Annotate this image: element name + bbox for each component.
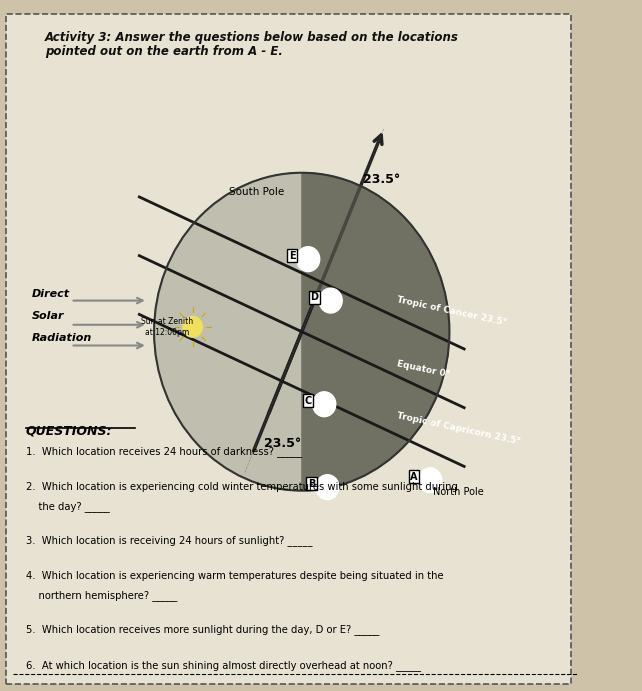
Text: Tropic of Capricorn 23.5°: Tropic of Capricorn 23.5°	[395, 411, 521, 446]
Circle shape	[316, 475, 339, 500]
Text: Radiation: Radiation	[32, 333, 92, 343]
Text: A: A	[410, 472, 418, 482]
Text: Sun at Zenith
at 12:00pm: Sun at Zenith at 12:00pm	[141, 317, 193, 337]
Circle shape	[183, 316, 202, 337]
Text: Equator 0°: Equator 0°	[395, 360, 450, 379]
Text: 4.  Which location is experiencing warm temperatures despite being situated in t: 4. Which location is experiencing warm t…	[26, 571, 444, 580]
Circle shape	[297, 247, 320, 272]
Text: 2.  Which location is experiencing cold winter temperatures with some sunlight d: 2. Which location is experiencing cold w…	[26, 482, 458, 491]
Polygon shape	[154, 173, 302, 491]
Text: 23.5°: 23.5°	[363, 173, 401, 186]
Text: Tropic of Cancer 23.5°: Tropic of Cancer 23.5°	[395, 295, 507, 327]
FancyBboxPatch shape	[6, 14, 571, 684]
Text: South Pole: South Pole	[229, 187, 284, 196]
Circle shape	[319, 288, 342, 313]
Circle shape	[313, 392, 336, 417]
Text: QUESTIONS:: QUESTIONS:	[26, 425, 112, 438]
Text: the day? _____: the day? _____	[26, 501, 109, 512]
Text: Direct: Direct	[32, 289, 70, 299]
Text: D: D	[311, 292, 318, 302]
Polygon shape	[302, 173, 449, 491]
Text: 5.  Which location receives more sunlight during the day, D or E? _____: 5. Which location receives more sunlight…	[26, 624, 379, 635]
Text: 6.  At which location is the sun shining almost directly overhead at noon? _____: 6. At which location is the sun shining …	[26, 660, 421, 671]
Text: Activity 3: Answer the questions below based on the locations: Activity 3: Answer the questions below b…	[45, 31, 459, 44]
Text: northern hemisphere? _____: northern hemisphere? _____	[26, 590, 177, 601]
Text: 3.  Which location is receiving 24 hours of sunlight? _____: 3. Which location is receiving 24 hours …	[26, 535, 312, 546]
Text: B: B	[308, 479, 315, 489]
Circle shape	[154, 173, 449, 491]
Text: North Pole: North Pole	[433, 487, 484, 497]
Text: Solar: Solar	[32, 311, 65, 321]
Text: 23.5°: 23.5°	[264, 437, 301, 450]
Circle shape	[419, 468, 442, 493]
Text: 1.  Which location receives 24 hours of darkness? _____: 1. Which location receives 24 hours of d…	[26, 446, 302, 457]
Text: pointed out on the earth from A - E.: pointed out on the earth from A - E.	[45, 45, 283, 58]
Text: C: C	[304, 396, 312, 406]
Text: E: E	[289, 251, 295, 261]
